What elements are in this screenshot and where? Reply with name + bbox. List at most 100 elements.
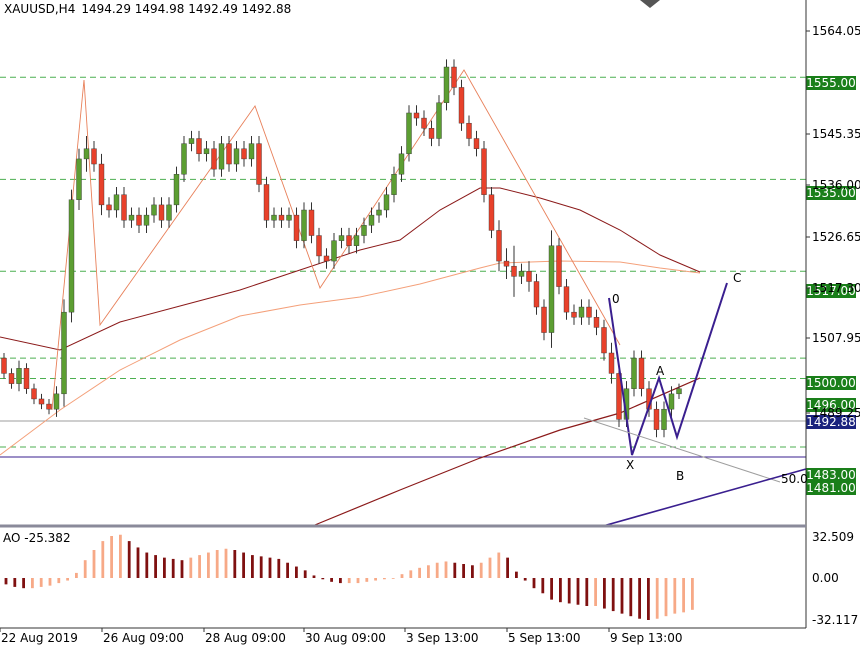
ao-bar-4: [39, 578, 43, 587]
candle-87: [653, 401, 660, 438]
ao-bar-61: [541, 578, 545, 594]
pattern-base-line: [583, 417, 781, 483]
y-tick-label-6: 1489.25: [812, 406, 860, 420]
candle-2: [16, 360, 22, 392]
ao-bar-18: [163, 557, 166, 578]
candle-body-24: [181, 143, 187, 175]
candle-70: [526, 261, 532, 292]
x-tick-label-3: 30 Aug 09:00: [305, 631, 386, 645]
candle-body-67: [503, 260, 510, 267]
ma-long-line: [0, 187, 701, 351]
candle-38: [286, 207, 292, 228]
candle-body-42: [316, 235, 322, 257]
price-axis: 1564.05 1545.35 1536.00 1526.65 1517.30 1507.…: [806, 24, 860, 627]
candle-body-48: [361, 225, 367, 236]
candle-9: [68, 189, 75, 323]
pattern-trend-line: [602, 468, 807, 527]
ao-bar-1: [13, 578, 17, 587]
ao-bar-22: [198, 555, 201, 578]
candle-71: [533, 273, 540, 315]
ao-bar-76: [673, 578, 677, 614]
candle-body-66: [496, 230, 502, 262]
candle-body-84: [631, 357, 637, 389]
levels-layer: 1555.00 1535.00 1517.00 1500.00 1496.00 1483.…: [0, 76, 856, 495]
ao-bar-33: [295, 566, 298, 578]
candle-body-20: [151, 204, 157, 216]
ao-title: AO -25.382: [3, 531, 71, 545]
level-label-1: 1535.00: [806, 186, 856, 200]
candle-34: [256, 135, 262, 193]
candle-76: [571, 304, 577, 325]
ma-trend-line: [309, 377, 701, 528]
candle-35: [263, 176, 270, 228]
candle-body-52: [391, 174, 397, 195]
candle-body-18: [136, 214, 142, 226]
candle-body-49: [368, 214, 375, 226]
level-box-4: [806, 398, 856, 412]
candle-3: [23, 363, 30, 394]
candle-body-41: [308, 209, 315, 236]
candle-body-39: [293, 214, 300, 241]
y-tick-label-2: 1536.00: [812, 178, 860, 192]
candle-46: [346, 227, 352, 254]
x-tick-label-0: 22 Aug 2019: [1, 631, 78, 645]
ao-bar-26: [233, 550, 237, 578]
candle-26: [196, 130, 202, 162]
candle-body-60: [451, 66, 457, 88]
candle-body-27: [203, 148, 210, 155]
candle-69: [518, 263, 525, 285]
level-label-2: 1517.00: [806, 284, 856, 298]
ao-bar-23: [207, 552, 210, 578]
candle-body-78: [586, 306, 592, 318]
ao-bar-68: [603, 578, 606, 609]
candle-30: [226, 135, 232, 172]
candle-57: [428, 120, 435, 147]
level-box-2: [806, 284, 856, 298]
candle-22: [166, 197, 172, 228]
candle-body-29: [218, 143, 225, 170]
candle-body-5: [38, 398, 45, 405]
x-tick-label-2: 28 Aug 09:00: [205, 631, 286, 645]
candle-8: [61, 299, 67, 407]
ao-bar-28: [251, 555, 254, 578]
candle-body-34: [256, 143, 262, 185]
ao-bar-15: [136, 547, 140, 578]
candle-78: [586, 299, 592, 325]
shift-marker-icon[interactable]: [640, 0, 660, 8]
candle-body-17: [128, 214, 135, 221]
ao-bar-60: [532, 578, 536, 589]
level-label-3: 1500.00: [806, 376, 856, 390]
candle-body-74: [556, 245, 562, 287]
candle-body-82: [616, 373, 622, 420]
candle-81: [608, 342, 615, 384]
ao-bar-35: [312, 575, 316, 578]
candle-39: [293, 207, 300, 249]
candle-52: [391, 166, 397, 203]
candle-body-9: [68, 199, 75, 313]
current-price-label: 1492.88: [806, 415, 856, 429]
y-tick-label-3: 1526.65: [812, 230, 860, 244]
ao-bar-29: [259, 556, 263, 578]
candle-body-25: [188, 138, 195, 144]
level-label-5: 1483.00: [806, 468, 856, 482]
ao-bar-77: [682, 578, 685, 613]
candle-body-31: [233, 148, 240, 165]
ao-bar-41: [365, 578, 369, 582]
ao-bar-16: [145, 552, 149, 578]
candle-68: [511, 245, 517, 297]
pattern-line: [608, 282, 728, 456]
candle-62: [466, 115, 472, 147]
candle-body-8: [61, 311, 67, 395]
candle-80: [601, 319, 607, 361]
ao-bar-34: [303, 570, 307, 578]
ao-bar-70: [620, 578, 624, 614]
ao-bar-69: [611, 578, 615, 612]
ao-bar-38: [339, 578, 342, 584]
candle-body-1: [8, 373, 15, 384]
candle-53: [398, 146, 405, 182]
candle-51: [383, 187, 390, 218]
candle-body-68: [511, 265, 517, 277]
level-label-6: 1481.00: [806, 481, 856, 495]
candle-50: [376, 202, 382, 223]
candle-33: [248, 135, 255, 167]
